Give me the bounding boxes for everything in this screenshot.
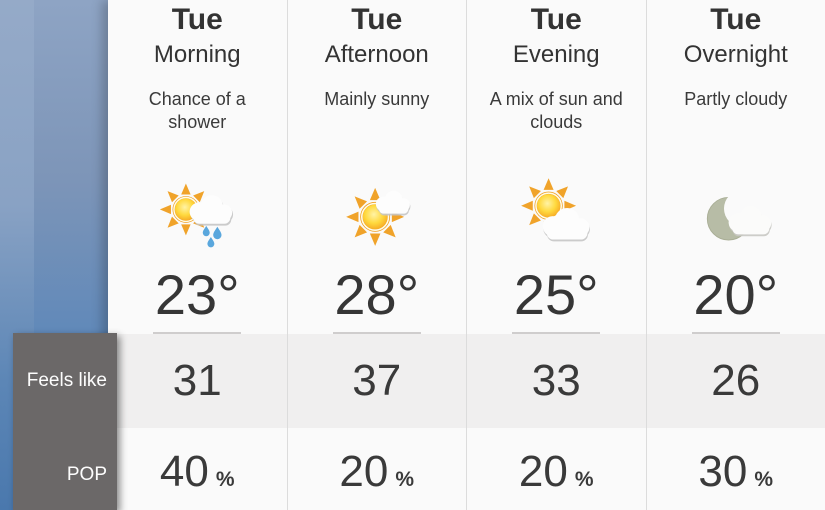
- pop-unit: %: [395, 468, 415, 491]
- column-header-area: Tue Evening A mix of sun and clouds 25°: [467, 0, 646, 334]
- feels-like-cell: 33: [467, 334, 646, 428]
- pop-cell: 40 %: [108, 428, 287, 510]
- feels-like-value: 26: [711, 356, 761, 405]
- pop-label: POP: [66, 464, 107, 485]
- column-header-area: Tue Morning Chance of a shower 23°: [108, 0, 287, 334]
- forecast-column-overnight[interactable]: Tue Overnight Partly cloudy 20° 26 30 %: [645, 0, 825, 510]
- period-label: Afternoon: [324, 41, 429, 68]
- moon-cloud-icon: [699, 178, 773, 252]
- day-label: Tue: [171, 3, 223, 36]
- period-label: Morning: [153, 41, 241, 68]
- feels-like-cell: 26: [646, 334, 825, 428]
- column-header-area: Tue Afternoon Mainly sunny 28°: [287, 0, 466, 334]
- feels-like-value: 37: [352, 356, 402, 405]
- condition-text: A mix of sun and clouds: [489, 89, 623, 132]
- temperature-underline: [691, 332, 780, 334]
- period-label: Overnight: [683, 41, 788, 68]
- sun-rain-cloud-icon: [160, 178, 234, 252]
- feels-like-label-cell: Feels like: [13, 333, 117, 428]
- forecast-column-morning[interactable]: Tue Morning Chance of a shower 23° 31 40…: [108, 0, 287, 510]
- forecast-columns: Tue Morning Chance of a shower 23° 31 40…: [108, 0, 825, 510]
- temperature-value: 20°: [693, 263, 779, 326]
- condition-text: Mainly sunny: [324, 89, 430, 109]
- pop-cell: 20 %: [467, 428, 646, 510]
- pop-cell: 30 %: [646, 428, 825, 510]
- temperature-underline: [332, 332, 421, 334]
- day-label: Tue: [351, 3, 403, 36]
- temperature-value: 25°: [513, 263, 599, 326]
- condition-text: Chance of a shower: [148, 89, 246, 132]
- feels-like-value: 31: [172, 356, 222, 405]
- temperature-underline: [512, 332, 601, 334]
- day-label: Tue: [530, 3, 582, 36]
- feels-like-value: 33: [531, 356, 581, 405]
- temperature-underline: [153, 332, 242, 334]
- forecast-column-afternoon[interactable]: Tue Afternoon Mainly sunny 28° 37 20 %: [286, 0, 466, 510]
- pop-value: 30: [698, 447, 748, 496]
- temperature-value: 23°: [154, 263, 240, 326]
- forecast-column-evening[interactable]: Tue Evening A mix of sun and clouds 25° …: [466, 0, 646, 510]
- pop-unit: %: [215, 468, 235, 491]
- pop-value: 40: [159, 447, 209, 496]
- pop-value: 20: [518, 447, 568, 496]
- period-label: Evening: [512, 41, 600, 68]
- feels-like-label: Feels like: [26, 369, 107, 391]
- pop-cell: 20 %: [287, 428, 466, 510]
- sun-small-cloud-icon: [340, 178, 414, 252]
- condition-text: Partly cloudy: [684, 89, 788, 109]
- sun-cloud-icon: [519, 178, 593, 252]
- feels-like-cell: 31: [108, 334, 287, 428]
- day-label: Tue: [710, 3, 762, 36]
- pop-unit: %: [754, 468, 774, 491]
- row-labels-panel: Feels like POP: [13, 333, 117, 510]
- pop-value: 20: [339, 447, 389, 496]
- column-header-area: Tue Overnight Partly cloudy 20°: [646, 0, 825, 334]
- feels-like-cell: 37: [287, 334, 466, 428]
- pop-label-cell: POP: [13, 428, 117, 510]
- temperature-value: 28°: [334, 263, 420, 326]
- pop-unit: %: [574, 468, 594, 491]
